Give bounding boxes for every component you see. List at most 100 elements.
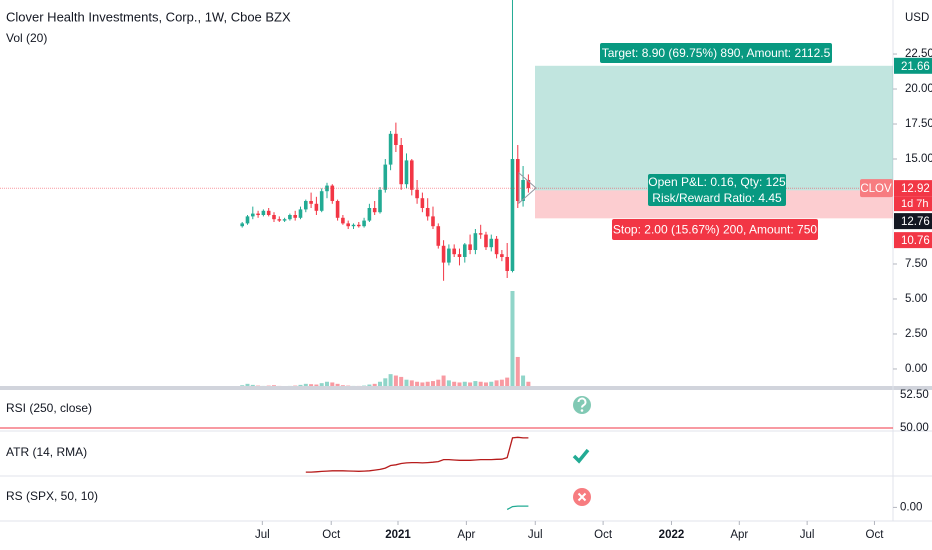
- volume-bar: [468, 382, 473, 386]
- volume-bar: [351, 385, 356, 386]
- volume-bar: [346, 385, 351, 386]
- volume-bar: [271, 385, 276, 386]
- y-tick-label: 22.50: [905, 48, 932, 60]
- volume-bar: [420, 382, 425, 386]
- volume-bar: [277, 385, 282, 386]
- candle-body: [335, 200, 340, 218]
- volume-bar: [319, 383, 324, 386]
- candle-body: [500, 254, 504, 257]
- candle-body: [298, 209, 303, 218]
- candle-body: [399, 145, 403, 185]
- currency: USD: [905, 12, 929, 24]
- candle-body: [425, 207, 430, 217]
- candle-body: [420, 198, 425, 208]
- y-tick-label: 20.00: [905, 83, 932, 95]
- volume-bar: [409, 380, 414, 386]
- target-label: Target: 8.90 (69.75%) 890, Amount: 2112.…: [602, 46, 831, 60]
- atr-line: [305, 436, 529, 473]
- stop-price-label: 10.76: [901, 235, 930, 247]
- volume-bar: [356, 385, 361, 386]
- y-tick-label: 5.00: [905, 293, 927, 305]
- countdown-box: [894, 196, 932, 212]
- volume-bar: [298, 384, 303, 386]
- stop-price-label-box: [894, 232, 932, 249]
- volume-bar: [452, 381, 457, 386]
- x-tick-label: Apr: [457, 529, 475, 541]
- candle-body: [378, 189, 382, 213]
- candle-body: [415, 189, 419, 199]
- rsi-label: RSI (250, close): [6, 401, 92, 415]
- volume-bar: [430, 381, 435, 386]
- volume-bar: [499, 379, 504, 386]
- volume-bar: [293, 385, 298, 386]
- chart-title: Clover Health Investments, Corp., 1W, Cb…: [6, 9, 291, 24]
- last-price-label: 12.92: [901, 183, 930, 195]
- volume-bar: [261, 385, 266, 386]
- volume-bar: [489, 381, 494, 386]
- rsi-tick-label: 50.00: [900, 422, 929, 434]
- volume-bar: [256, 385, 261, 386]
- volume-bar: [478, 381, 483, 386]
- volume-bar: [330, 382, 335, 386]
- candle-body: [256, 213, 260, 215]
- candle-body: [468, 244, 472, 250]
- candle-body: [494, 238, 499, 255]
- candle-body: [277, 219, 282, 221]
- overlay: Target: 8.90 (69.75%) 890, Amount: 2112.…: [600, 43, 932, 249]
- y-tick-label: 17.50: [905, 118, 932, 130]
- volume-bar: [415, 381, 420, 386]
- x-tick-label: Apr: [730, 529, 748, 541]
- x-tick-label: Jul: [255, 529, 270, 541]
- y-tick-label: 7.50: [905, 258, 927, 270]
- candle-body: [367, 207, 372, 221]
- candle-body: [303, 200, 308, 210]
- x-tick-label: Oct: [594, 529, 613, 541]
- candle-body: [282, 219, 287, 221]
- entry-price-label: 12.76: [901, 216, 930, 228]
- candle-body: [383, 164, 388, 190]
- rs-line: [506, 505, 529, 511]
- candle-body: [521, 180, 525, 201]
- volume-bar: [483, 382, 488, 386]
- candle-body: [489, 238, 494, 248]
- candle-body: [452, 248, 456, 255]
- volume-bar: [446, 380, 451, 386]
- volume-bar: [425, 381, 430, 386]
- volume-bar: [510, 291, 515, 386]
- candle-body: [478, 233, 483, 235]
- candle-body: [510, 159, 515, 271]
- volume-bar: [367, 384, 372, 386]
- y-tick-label: 0.00: [905, 363, 927, 375]
- candle-body: [515, 159, 520, 201]
- candle-body: [245, 216, 250, 224]
- pnl-label-box: [648, 174, 786, 206]
- rs-label: RS (SPX, 50, 10): [6, 489, 98, 503]
- candle-body: [346, 223, 350, 227]
- volume-bar: [372, 383, 377, 386]
- volume-bar: [404, 379, 409, 386]
- volume-bar: [515, 356, 520, 386]
- candle-body: [388, 133, 393, 165]
- countdown: 1d 7h: [901, 198, 929, 210]
- status-icon-cross: [573, 488, 591, 506]
- x-tick-label: 2021: [385, 529, 411, 541]
- candle-body: [404, 160, 409, 185]
- volume-bar: [377, 381, 382, 386]
- volume-bar: [383, 378, 388, 386]
- candle-body: [484, 234, 488, 248]
- stop-label-box: [612, 219, 818, 240]
- volume-bar: [303, 383, 308, 386]
- target-price-label: 21.66: [901, 61, 930, 73]
- target-zone: [535, 65, 893, 191]
- volume-bar: [309, 384, 314, 386]
- x-tick-label: Jul: [528, 529, 543, 541]
- candle-body: [288, 214, 292, 220]
- volume-bar: [473, 381, 478, 386]
- volume-bar: [266, 385, 271, 386]
- symbol-box: [860, 179, 893, 198]
- candle-body: [526, 180, 531, 189]
- rs-tick-label: 0.00: [900, 501, 922, 513]
- y-tick-label: 2.50: [905, 328, 927, 340]
- triangle-drawing: [518, 171, 537, 205]
